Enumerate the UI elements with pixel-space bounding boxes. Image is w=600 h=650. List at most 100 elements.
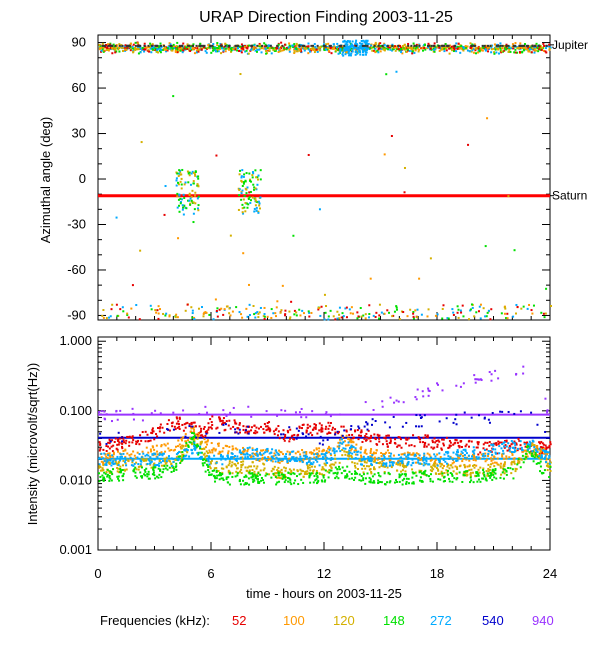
intensity-point — [203, 426, 206, 429]
intensity-point — [515, 442, 518, 445]
intensity-point — [455, 478, 458, 481]
azimuth-point — [254, 187, 257, 190]
azimuth-point — [263, 306, 266, 309]
intensity-point — [132, 439, 135, 442]
intensity-point — [179, 445, 182, 448]
azimuth-point — [444, 43, 447, 46]
intensity-point — [364, 482, 367, 485]
intensity-point — [100, 456, 103, 459]
intensity-point — [465, 443, 468, 446]
intensity-point — [503, 461, 506, 464]
intensity-point — [451, 457, 454, 460]
intensity-point — [545, 458, 548, 461]
intensity-point — [536, 455, 539, 458]
intensity-point — [336, 471, 339, 474]
azimuth-point — [157, 312, 160, 315]
azimuth-point — [287, 46, 290, 49]
intensity-point — [294, 452, 297, 455]
azimuth-point — [187, 172, 190, 175]
intensity-point — [100, 460, 103, 463]
intensity-point — [321, 466, 324, 469]
intensity-point — [157, 426, 160, 429]
intensity-point — [149, 461, 152, 464]
intensity-point — [151, 427, 154, 430]
intensity-point — [177, 420, 180, 423]
intensity-point — [251, 452, 254, 455]
intensity-point — [161, 426, 164, 429]
intensity-point — [514, 449, 517, 452]
intensity-point — [208, 449, 211, 452]
intensity-point — [156, 450, 159, 453]
intensity-point — [520, 446, 523, 449]
intensity-point — [420, 462, 423, 465]
azimuth-point — [266, 315, 269, 318]
intensity-point — [401, 473, 404, 476]
intensity-point — [142, 459, 145, 462]
intensity-point — [479, 480, 482, 483]
azimuth-point — [362, 50, 365, 53]
azimuth-point — [190, 195, 193, 198]
azimuth-point — [192, 180, 195, 183]
intensity-point — [107, 459, 110, 462]
intensity-point — [262, 469, 265, 472]
intensity-point — [434, 455, 437, 458]
intensity-point — [211, 415, 214, 418]
intensity-point — [485, 458, 488, 461]
intensity-point — [240, 460, 243, 463]
azimuth-point — [295, 47, 298, 50]
intensity-point — [121, 469, 124, 472]
intensity-point — [252, 478, 255, 481]
azimuth-point — [188, 194, 191, 197]
azimuth-point — [139, 44, 142, 47]
intensity-point — [390, 457, 393, 460]
azimuth-point — [106, 48, 109, 51]
intensity-point — [341, 466, 344, 469]
intensity-point — [456, 468, 459, 471]
azimuth-point — [179, 197, 182, 200]
intensity-point — [228, 419, 231, 422]
intensity-point — [218, 474, 221, 477]
intensity-point — [523, 449, 526, 452]
azimuth-point — [215, 310, 218, 313]
azimuth-point — [433, 46, 436, 49]
intensity-point — [463, 474, 466, 477]
intensity-point — [348, 477, 351, 480]
intensity-point — [159, 457, 162, 460]
intensity-point — [394, 438, 397, 441]
intensity-point — [184, 445, 187, 448]
azimuth-point — [229, 47, 232, 50]
intensity-point — [374, 420, 377, 423]
intensity-point — [298, 473, 301, 476]
azimuth-point — [548, 48, 551, 51]
azimuth-point — [349, 44, 352, 47]
azimuth-point — [404, 47, 407, 50]
intensity-point — [316, 432, 319, 435]
intensity-point — [282, 438, 285, 441]
intensity-point — [545, 446, 548, 449]
azimuth-point — [359, 47, 362, 50]
intensity-point — [549, 461, 552, 464]
intensity-point — [201, 435, 204, 438]
intensity-point — [424, 458, 427, 461]
intensity-point — [304, 454, 307, 457]
azimuth-point — [149, 42, 152, 45]
azimuth-point — [156, 309, 159, 312]
azimuth-point — [422, 49, 425, 52]
intensity-point — [262, 452, 265, 455]
intensity-point — [117, 467, 120, 470]
intensity-point — [117, 471, 120, 474]
azimuth-point — [163, 48, 166, 51]
intensity-point — [248, 483, 251, 486]
intensity-point — [382, 454, 385, 457]
intensity-point — [497, 442, 500, 445]
azimuth-point — [533, 51, 536, 54]
azimuth-point — [253, 186, 256, 189]
azimuth-point — [196, 183, 199, 186]
intensity-point — [418, 454, 421, 457]
intensity-point — [120, 455, 123, 458]
intensity-point — [439, 472, 442, 475]
intensity-point — [277, 472, 280, 475]
azimuth-point — [334, 318, 337, 321]
intensity-point — [240, 456, 243, 459]
intensity-point — [113, 440, 116, 443]
